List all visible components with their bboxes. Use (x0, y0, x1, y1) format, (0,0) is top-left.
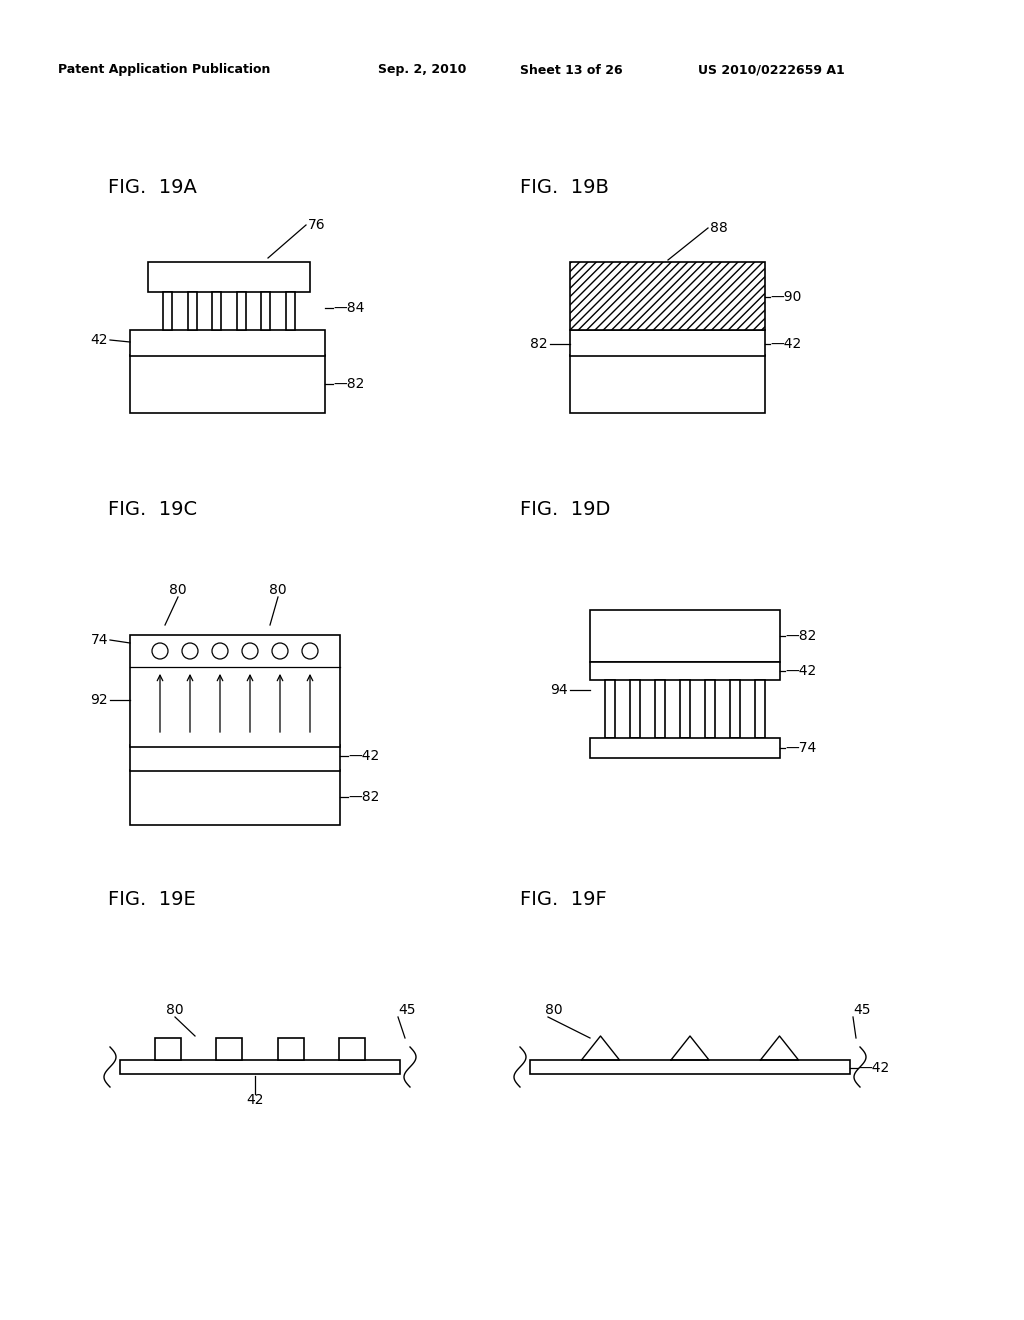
Text: —74: —74 (785, 741, 816, 755)
Bar (730, 680, 740, 738)
Bar (164, 292, 172, 330)
Text: —42: —42 (785, 664, 816, 678)
Bar (156, 1038, 181, 1060)
Bar (570, 355, 765, 413)
Text: 80: 80 (169, 583, 186, 597)
Text: 94: 94 (550, 682, 568, 697)
Text: —42: —42 (770, 337, 801, 351)
Text: 80: 80 (545, 1003, 562, 1016)
Text: 42: 42 (90, 333, 108, 347)
Text: FIG.  19B: FIG. 19B (520, 178, 609, 197)
Text: —82: —82 (333, 378, 365, 391)
Text: 88: 88 (710, 220, 728, 235)
Bar (570, 261, 765, 330)
Text: FIG.  19E: FIG. 19E (108, 890, 196, 909)
Bar (278, 1038, 303, 1060)
Text: —82: —82 (785, 630, 816, 643)
Bar (148, 261, 310, 292)
Text: —90: —90 (770, 290, 802, 304)
Text: FIG.  19C: FIG. 19C (108, 500, 198, 519)
Text: 42: 42 (246, 1093, 264, 1107)
Circle shape (182, 643, 198, 659)
Circle shape (152, 643, 168, 659)
Bar (130, 355, 325, 413)
Text: 45: 45 (398, 1003, 416, 1016)
Bar (261, 292, 270, 330)
Text: 80: 80 (269, 583, 287, 597)
Bar (187, 292, 197, 330)
Text: —42: —42 (858, 1061, 889, 1074)
Bar (705, 680, 715, 738)
Text: FIG.  19D: FIG. 19D (520, 500, 610, 519)
Bar (655, 680, 665, 738)
Circle shape (272, 643, 288, 659)
Bar (590, 738, 780, 758)
Text: US 2010/0222659 A1: US 2010/0222659 A1 (698, 63, 845, 77)
Bar (130, 744, 340, 771)
Text: FIG.  19A: FIG. 19A (108, 178, 197, 197)
Bar (130, 770, 340, 825)
Circle shape (242, 643, 258, 659)
Bar (120, 1060, 400, 1074)
Text: 82: 82 (530, 337, 548, 351)
Bar (286, 292, 295, 330)
Bar (530, 1060, 850, 1074)
Text: FIG.  19F: FIG. 19F (520, 890, 607, 909)
Text: —42: —42 (348, 748, 379, 763)
Text: 45: 45 (853, 1003, 870, 1016)
Text: Sheet 13 of 26: Sheet 13 of 26 (520, 63, 623, 77)
Text: 76: 76 (308, 218, 326, 232)
Circle shape (302, 643, 318, 659)
Bar (339, 1038, 365, 1060)
Text: Sep. 2, 2010: Sep. 2, 2010 (378, 63, 466, 77)
Text: Patent Application Publication: Patent Application Publication (58, 63, 270, 77)
Bar (755, 680, 765, 738)
Text: 92: 92 (90, 693, 108, 708)
Bar (590, 663, 780, 680)
Circle shape (212, 643, 228, 659)
Bar (130, 635, 340, 747)
Bar (630, 680, 640, 738)
Text: —82: —82 (348, 789, 379, 804)
Bar (680, 680, 690, 738)
Bar (212, 292, 221, 330)
Text: —84: —84 (333, 301, 365, 315)
Bar (130, 330, 325, 356)
Bar (590, 610, 780, 663)
Bar (605, 680, 615, 738)
Text: 80: 80 (166, 1003, 184, 1016)
Bar (237, 292, 246, 330)
Bar (570, 330, 765, 356)
Text: 74: 74 (90, 634, 108, 647)
Bar (216, 1038, 243, 1060)
